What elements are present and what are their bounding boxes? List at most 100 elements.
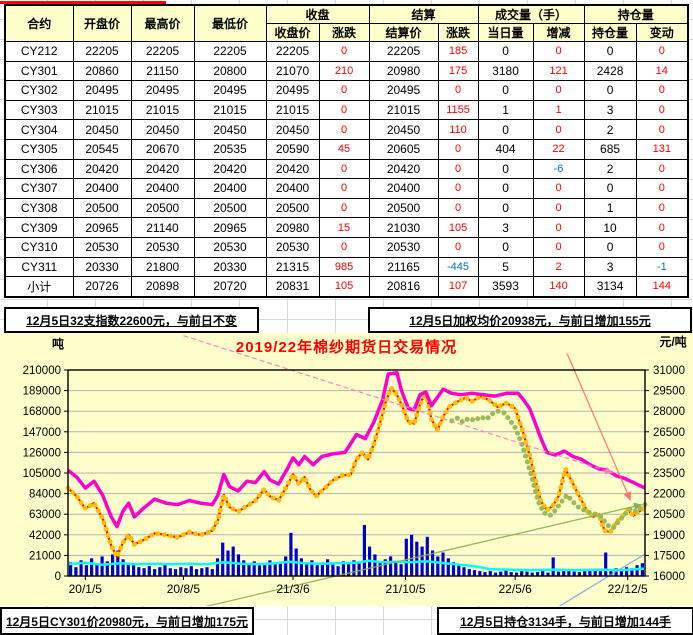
cell[interactable]: 20965 — [193, 217, 267, 238]
cell[interactable]: 22205 — [72, 41, 132, 62]
cell[interactable]: 2 — [583, 119, 637, 140]
cell[interactable]: 0 — [318, 80, 370, 101]
cell[interactable]: 20500 — [130, 197, 195, 219]
cell[interactable]: CY305 — [4, 138, 74, 160]
group-header-2[interactable]: 成交量（手） — [477, 4, 585, 24]
cell[interactable]: CY307 — [4, 178, 74, 199]
cell[interactable]: 110 — [437, 119, 479, 140]
cell[interactable]: 175 — [437, 60, 479, 82]
cell[interactable]: 20450 — [265, 119, 320, 140]
cell[interactable]: 45 — [318, 138, 370, 160]
cell[interactable]: 20831 — [265, 276, 320, 298]
cell[interactable]: 0 — [635, 99, 689, 121]
cell[interactable]: 20330 — [72, 256, 132, 278]
cell[interactable]: CY310 — [4, 236, 74, 258]
cell[interactable]: 21150 — [130, 60, 195, 82]
cell[interactable]: 0 — [635, 217, 689, 238]
cell[interactable]: 21015 — [368, 99, 439, 121]
group-header-1[interactable]: 结算 — [368, 4, 479, 24]
cell[interactable]: -1 — [635, 256, 689, 278]
cell[interactable]: 107 — [437, 276, 479, 298]
cell[interactable]: 0 — [477, 197, 534, 219]
cell[interactable]: 0 — [477, 236, 534, 258]
cell[interactable]: 20500 — [72, 197, 132, 219]
cell[interactable]: 0 — [477, 80, 534, 101]
cell[interactable]: 21015 — [130, 99, 195, 121]
cell[interactable]: 0 — [583, 236, 637, 258]
cell[interactable]: 140 — [532, 276, 585, 298]
cell[interactable]: 21800 — [130, 256, 195, 278]
cell[interactable]: 0 — [532, 80, 585, 101]
cell[interactable]: 10 — [583, 217, 637, 238]
cell[interactable]: 20980 — [368, 60, 439, 82]
cell[interactable]: 21140 — [130, 217, 195, 238]
cell[interactable]: 0 — [477, 119, 534, 140]
sub-header-3[interactable]: 涨跌 — [437, 23, 479, 42]
cell[interactable]: CY306 — [4, 158, 74, 180]
cell[interactable]: 21015 — [193, 99, 267, 121]
cell[interactable]: 3593 — [477, 276, 534, 298]
cell[interactable]: 0 — [477, 178, 534, 199]
cell[interactable]: 0 — [437, 80, 479, 101]
cell[interactable]: 20495 — [193, 80, 267, 101]
sub-header-1[interactable]: 涨跌 — [318, 23, 370, 42]
cell[interactable]: 14 — [635, 60, 689, 82]
cell[interactable]: 0 — [318, 119, 370, 140]
cell[interactable]: 20400 — [265, 178, 320, 199]
cell[interactable]: 20605 — [368, 138, 439, 160]
cell[interactable]: 0 — [583, 80, 637, 101]
cell[interactable]: 0 — [477, 41, 534, 62]
cell[interactable]: 20530 — [72, 236, 132, 258]
cell[interactable]: 0 — [532, 236, 585, 258]
cell[interactable]: 20495 — [368, 80, 439, 101]
cell[interactable]: 22205 — [265, 41, 320, 62]
cell[interactable]: 20400 — [130, 178, 195, 199]
cell[interactable]: 22 — [532, 138, 585, 160]
cell[interactable]: 15 — [318, 217, 370, 238]
sub-header-4[interactable]: 当日量 — [477, 23, 534, 42]
cell[interactable]: 20495 — [130, 80, 195, 101]
cell[interactable]: 185 — [437, 41, 479, 62]
cell[interactable]: 1155 — [437, 99, 479, 121]
cell[interactable]: 20420 — [72, 158, 132, 180]
cell[interactable]: 20330 — [193, 256, 267, 278]
cell[interactable]: 20400 — [368, 178, 439, 199]
cell[interactable]: 20726 — [72, 276, 132, 298]
cell[interactable]: 210 — [318, 60, 370, 82]
cell[interactable]: 20450 — [368, 119, 439, 140]
cell[interactable]: 20670 — [130, 138, 195, 160]
cell[interactable]: 0 — [437, 197, 479, 219]
cell[interactable]: 0 — [635, 41, 689, 62]
cell[interactable]: 1 — [532, 99, 585, 121]
cell[interactable]: 121 — [532, 60, 585, 82]
cell[interactable]: 20535 — [193, 138, 267, 160]
cell[interactable]: 22205 — [193, 41, 267, 62]
cell[interactable]: 20420 — [265, 158, 320, 180]
cell[interactable]: 1 — [583, 197, 637, 219]
cell[interactable]: 0 — [532, 217, 585, 238]
cell[interactable]: 21015 — [72, 99, 132, 121]
cell[interactable]: 0 — [318, 178, 370, 199]
cell[interactable]: 0 — [477, 158, 534, 180]
cell[interactable]: 20420 — [368, 158, 439, 180]
cell[interactable]: 20420 — [130, 158, 195, 180]
cell[interactable]: 0 — [437, 236, 479, 258]
cell[interactable]: 20495 — [72, 80, 132, 101]
cell[interactable]: 0 — [635, 197, 689, 219]
cell[interactable]: 144 — [635, 276, 689, 298]
cell[interactable]: 0 — [532, 119, 585, 140]
cell[interactable]: 0 — [318, 236, 370, 258]
cell[interactable]: 2 — [532, 256, 585, 278]
cell[interactable]: 5 — [477, 256, 534, 278]
cell[interactable]: 20720 — [193, 276, 267, 298]
cell[interactable]: 0 — [635, 178, 689, 199]
sub-header-0[interactable]: 收盘价 — [265, 23, 320, 42]
sub-header-2[interactable]: 结算价 — [368, 23, 439, 42]
cell[interactable]: 20495 — [265, 80, 320, 101]
cell[interactable]: 20450 — [130, 119, 195, 140]
cell[interactable]: 20450 — [72, 119, 132, 140]
cell[interactable]: 21315 — [265, 256, 320, 278]
cell[interactable]: 0 — [635, 236, 689, 258]
cell[interactable]: 985 — [318, 256, 370, 278]
cell[interactable]: 685 — [583, 138, 637, 160]
